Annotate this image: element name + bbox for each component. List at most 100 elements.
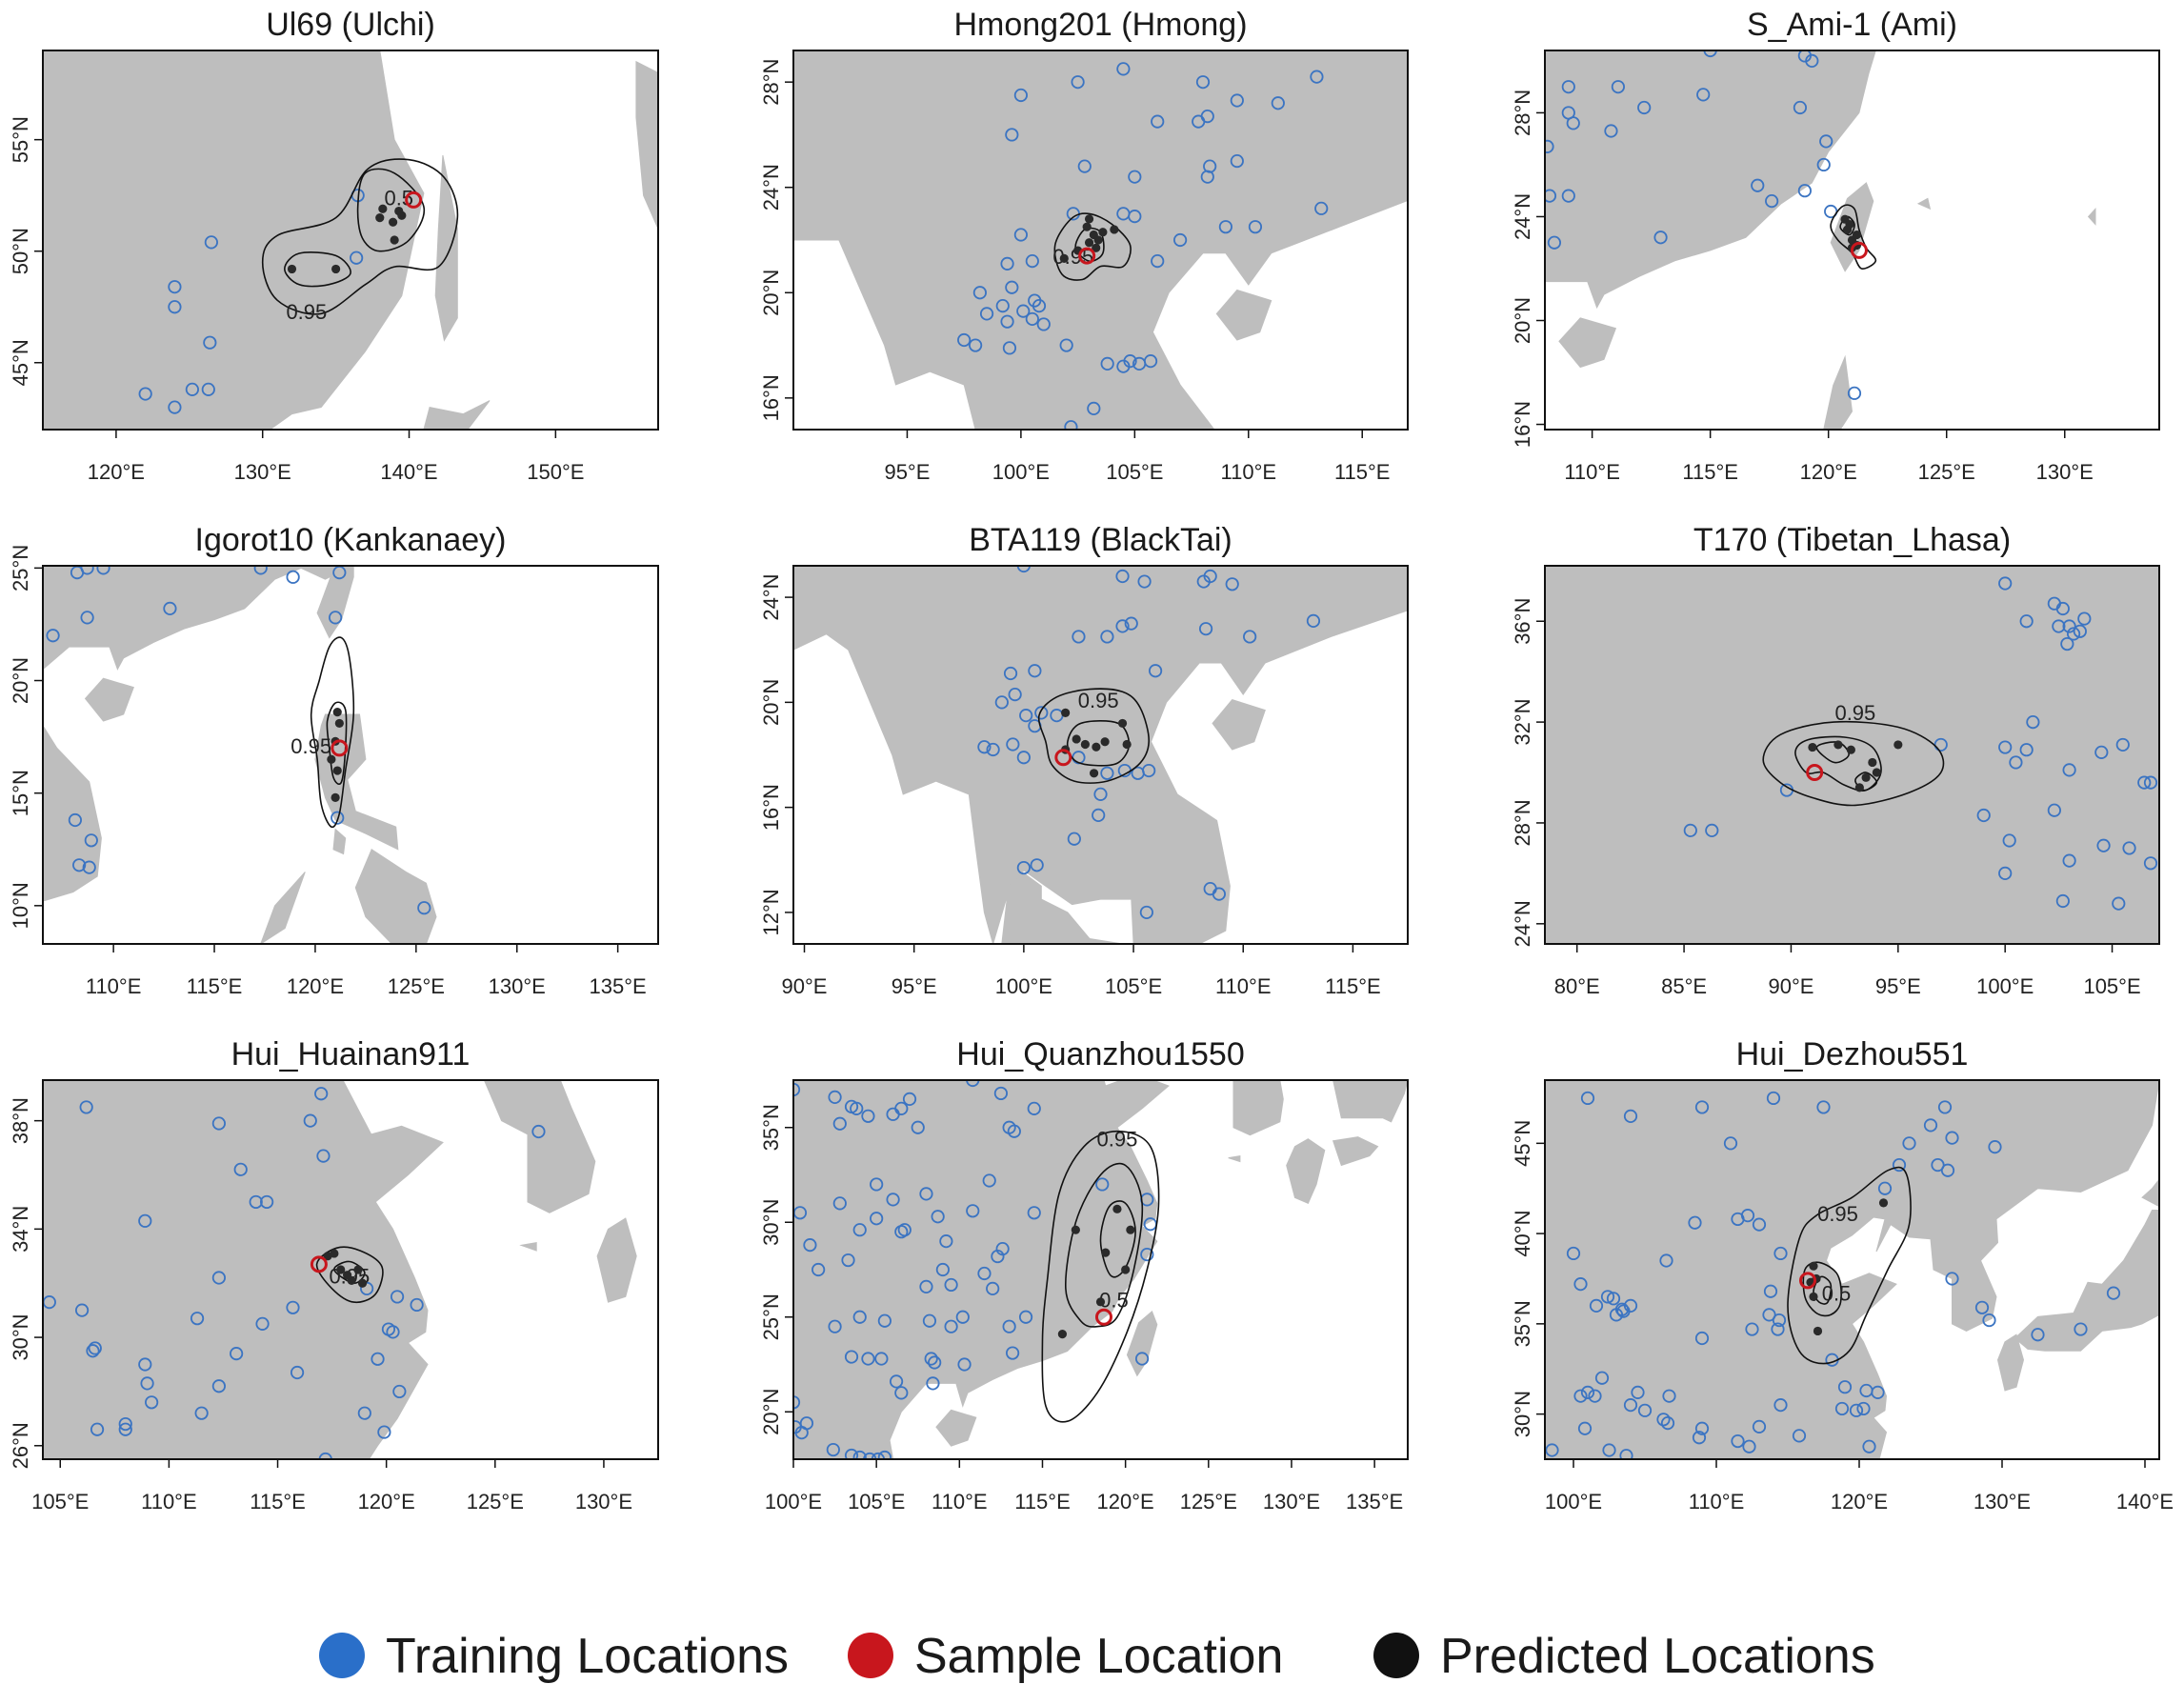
training-location-marker	[314, 1087, 329, 1101]
sample-location-marker	[331, 739, 349, 757]
training-location-marker	[138, 1357, 152, 1372]
predicted-location-marker	[1100, 737, 1110, 747]
training-location-marker	[844, 1448, 859, 1459]
x-tick-label: 100°E	[1545, 1490, 1602, 1514]
training-location-marker	[2106, 1286, 2121, 1300]
training-location-marker	[874, 1352, 889, 1366]
training-location-marker	[1139, 905, 1153, 920]
training-location-marker	[852, 1310, 867, 1324]
y-tick-label: 20°N	[759, 679, 783, 726]
y-tick-label: 24°N	[1511, 900, 1534, 947]
y-tick-label: 34°N	[9, 1206, 32, 1253]
training-location-marker	[329, 611, 343, 625]
training-location-marker	[1137, 574, 1152, 589]
training-location-marker	[1656, 1413, 1671, 1427]
map-body: 0.950.5	[1545, 1080, 2159, 1459]
training-location-marker	[1606, 1292, 1621, 1306]
training-location-marker	[88, 1341, 102, 1355]
landmass	[1332, 1080, 1408, 1123]
predicted-location-marker	[397, 210, 407, 220]
training-location-marker	[877, 1313, 892, 1328]
density-contour	[283, 251, 351, 288]
predicted-location-marker	[1868, 757, 1877, 768]
map-panel: Hui_Quanzhou1550 0.950.5 100°E 105°E 110°E 11…	[759, 1036, 1409, 1514]
training-location-marker	[2077, 611, 2092, 626]
y-tick-label: 35°N	[759, 1104, 783, 1151]
training-location-marker	[410, 1297, 424, 1313]
landmass	[1215, 289, 1272, 341]
training-location-marker	[889, 1374, 904, 1389]
landmass	[1558, 317, 1617, 369]
predicted-location-marker	[1809, 1261, 1818, 1271]
predicted-location-marker	[1059, 253, 1069, 263]
training-location-marker	[870, 1212, 884, 1226]
x-tick-label: 95°E	[892, 974, 937, 998]
sample-location-marker	[1806, 764, 1824, 782]
contour-label: 0.95	[1078, 689, 1119, 712]
training-location-marker	[1773, 1398, 1788, 1413]
map-frame	[1544, 50, 2160, 431]
y-tick-label: 30°N	[1511, 1391, 1534, 1437]
predicted-location-marker	[1101, 1248, 1111, 1257]
training-location-marker	[163, 601, 177, 615]
training-location-marker	[1003, 666, 1018, 681]
x-tick-label: 120°E	[1800, 460, 1857, 484]
training-location-marker	[1988, 1140, 2002, 1154]
training-location-marker	[1819, 134, 1833, 149]
y-tick-label: 45°N	[1511, 1120, 1534, 1167]
predicted-location-marker	[332, 708, 342, 717]
training-location-marker	[1200, 109, 1214, 124]
map-body: 0.95	[793, 566, 1408, 944]
training-location-marker	[993, 1086, 1009, 1101]
y-tick-label: 26°N	[9, 1422, 32, 1469]
map-body: 0.950.5	[793, 1080, 1408, 1459]
training-location-marker	[253, 566, 268, 575]
landmass	[1126, 1310, 1158, 1377]
x-tick-label: 110°E	[1215, 974, 1272, 998]
x-tick-label: 125°E	[1918, 460, 1975, 484]
predicted-location-marker	[1845, 220, 1854, 230]
training-location-marker	[2122, 841, 2136, 855]
training-location-marker	[1545, 1443, 1559, 1457]
training-location-marker	[1604, 124, 1618, 138]
training-location-marker	[1637, 1403, 1653, 1417]
training-location-marker	[1100, 630, 1114, 644]
training-location-marker	[972, 286, 987, 300]
training-location-marker	[260, 1194, 274, 1210]
training-location-marker	[1143, 354, 1158, 369]
predicted-location-marker	[375, 212, 385, 223]
panel-title: Hui_Quanzhou1550	[956, 1036, 1244, 1073]
training-location-marker	[803, 1238, 817, 1253]
panel-title: S_Ami-1 (Ami)	[1747, 7, 1957, 43]
training-location-marker	[357, 1406, 371, 1420]
training-location-marker	[1230, 93, 1244, 108]
training-location-marker	[138, 387, 152, 401]
density-contour	[1099, 1200, 1136, 1278]
y-tick-label: 32°N	[1511, 699, 1534, 746]
legend-filled-circle-icon	[1373, 1633, 1419, 1678]
map-panel: Ul69 (Ulchi) 0.950.5 120°E 130°E 140°E 150°E 4…	[9, 7, 659, 484]
y-tick-label: 40°N	[1511, 1211, 1534, 1257]
training-location-marker	[1998, 866, 2013, 880]
training-location-marker	[1792, 1429, 1807, 1443]
training-location-marker	[168, 300, 182, 314]
training-location-marker	[2137, 775, 2152, 790]
training-location-marker	[1128, 210, 1142, 224]
training-location-marker	[168, 280, 182, 294]
map-panels: Ul69 (Ulchi) 0.95 0.5 120°E 130°E 140°E 150°E 4…	[9, 7, 2174, 1514]
training-location-marker	[233, 1162, 248, 1176]
training-location-marker	[1589, 1298, 1604, 1313]
training-location-marker	[138, 1213, 152, 1228]
predicted-location-marker	[336, 1265, 346, 1274]
training-location-marker	[2047, 803, 2061, 817]
y-tick-label: 24°N	[759, 164, 783, 210]
training-location-marker	[286, 1300, 300, 1314]
training-location-marker	[1000, 256, 1014, 271]
landmass	[1332, 1136, 1379, 1167]
training-location-marker	[1773, 1246, 1788, 1261]
training-location-marker	[1849, 1403, 1864, 1417]
map-frame	[1544, 1079, 2160, 1460]
training-location-marker	[201, 382, 215, 396]
training-location-marker	[1198, 622, 1213, 636]
training-location-marker	[290, 1365, 305, 1380]
